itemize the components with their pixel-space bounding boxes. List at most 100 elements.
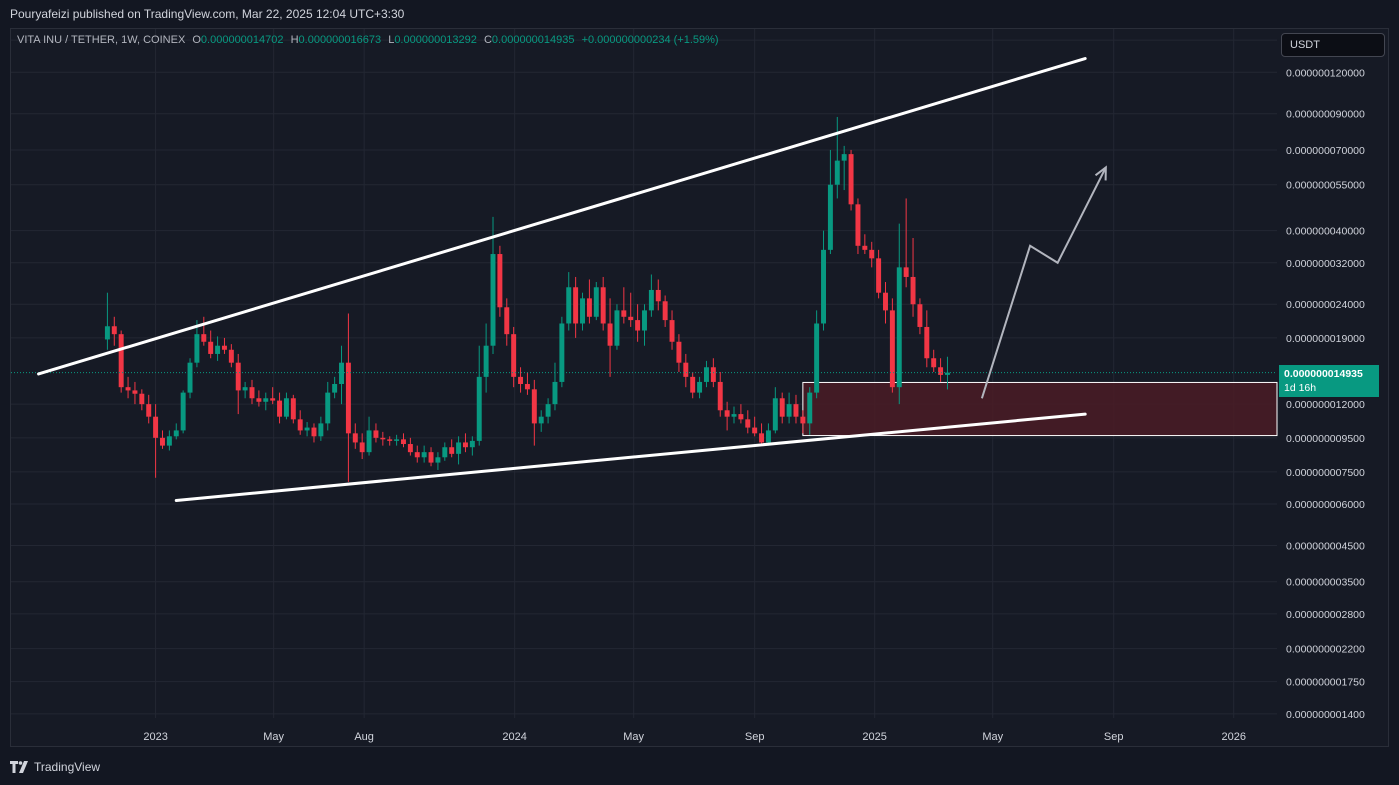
candle-body-20 xyxy=(242,387,248,391)
y-tick-label-9: 0.000000012000 xyxy=(1286,399,1365,411)
candle-body-80 xyxy=(655,289,661,302)
candle-body-42 xyxy=(394,439,400,441)
x-tick-label-9: 2026 xyxy=(1221,731,1245,743)
tradingview-logo-icon xyxy=(10,761,30,773)
x-tick-label-3: 2024 xyxy=(502,731,526,743)
candle-body-37 xyxy=(359,442,365,453)
candle-body-96 xyxy=(765,430,771,443)
candle-body-48 xyxy=(435,457,441,463)
candle-body-81 xyxy=(662,301,668,321)
candle-body-8 xyxy=(160,437,165,446)
x-tick-label-8: Sep xyxy=(1104,731,1124,743)
y-tick-label-12: 0.000000006000 xyxy=(1286,499,1365,511)
candle-body-56 xyxy=(490,254,496,346)
candle-body-109 xyxy=(855,204,861,246)
candle-body-49 xyxy=(442,447,448,458)
x-tick-label-0: 2023 xyxy=(143,731,167,743)
x-tick-label-7: May xyxy=(982,731,1003,743)
candle-body-32 xyxy=(325,392,331,424)
candle-body-122 xyxy=(944,372,950,375)
candle-body-62 xyxy=(531,389,537,424)
candle-body-117 xyxy=(910,276,916,305)
candle-body-95 xyxy=(759,433,765,443)
candle-body-41 xyxy=(387,439,393,441)
candle-body-100 xyxy=(793,404,799,417)
candle-body-50 xyxy=(449,447,455,454)
candle-body-66 xyxy=(559,323,565,382)
candle-body-114 xyxy=(889,310,895,388)
high-value: 0.000000016673 xyxy=(298,34,382,46)
candle-body-85 xyxy=(690,376,696,393)
candle-body-108 xyxy=(848,154,854,205)
candle-body-29 xyxy=(304,427,310,431)
candle-body-82 xyxy=(669,320,675,342)
candle-body-90 xyxy=(724,410,730,417)
candle-body-9 xyxy=(166,436,172,446)
candle-body-24 xyxy=(270,398,276,401)
x-tick-label-2: Aug xyxy=(354,731,374,743)
candle-body-69 xyxy=(580,298,585,324)
y-tick-label-15: 0.000000002800 xyxy=(1286,609,1365,621)
high-label: H xyxy=(290,34,299,46)
candle-body-89 xyxy=(717,381,723,411)
candle-body-15 xyxy=(208,341,214,354)
y-tick-label-4: 0.000000055000 xyxy=(1286,180,1365,192)
candle-body-77 xyxy=(635,320,641,331)
tradingview-brand[interactable]: TradingView xyxy=(10,760,100,774)
candle-body-12 xyxy=(187,362,193,393)
symbol-legend: VITA INU / TETHER, 1W, COINEX O0.0000000… xyxy=(17,34,719,46)
candle-body-63 xyxy=(538,416,544,424)
candle-body-87 xyxy=(703,367,709,382)
x-tick-label-4: May xyxy=(623,731,644,743)
candle-body-106 xyxy=(834,160,840,185)
candle-body-16 xyxy=(215,345,221,354)
candle-body-59 xyxy=(511,334,517,377)
currency-button[interactable]: USDT xyxy=(1281,33,1385,57)
published-by-text: Pouryafeizi published on TradingView.com… xyxy=(10,7,405,21)
candle-body-13 xyxy=(194,334,200,363)
candle-body-35 xyxy=(345,362,351,434)
candle-body-39 xyxy=(373,430,379,438)
candle-body-74 xyxy=(614,310,620,346)
y-tick-label-13: 0.000000004500 xyxy=(1286,541,1365,553)
y-tick-label-10: 0.000000009500 xyxy=(1286,433,1365,445)
y-tick-label-6: 0.000000032000 xyxy=(1286,258,1365,270)
candle-body-88 xyxy=(710,367,716,382)
candle-body-34 xyxy=(339,362,344,385)
y-tick-label-17: 0.000000001750 xyxy=(1286,677,1365,689)
candle-body-30 xyxy=(311,427,317,437)
brand-name: TradingView xyxy=(34,760,101,774)
candle-body-119 xyxy=(924,326,930,359)
candle-body-98 xyxy=(779,398,785,417)
candle-body-94 xyxy=(752,427,758,434)
candle-body-10 xyxy=(173,430,179,437)
y-tick-label-3: 0.000000070000 xyxy=(1286,145,1365,157)
lower-channel-line xyxy=(174,412,1087,502)
candle-body-43 xyxy=(401,439,406,445)
candle-body-120 xyxy=(931,358,937,368)
candle-body-36 xyxy=(352,433,358,443)
candle-body-60 xyxy=(518,376,524,385)
published-header-bar: Pouryafeizi published on TradingView.com… xyxy=(0,0,1399,28)
y-tick-label-18: 0.000000001400 xyxy=(1286,709,1365,721)
candle-body-22 xyxy=(256,398,262,402)
candle-body-101 xyxy=(800,416,806,424)
candle-body-78 xyxy=(642,310,647,331)
candle-body-55 xyxy=(483,345,489,377)
demand-zone xyxy=(802,381,1278,437)
candle-body-23 xyxy=(263,398,269,402)
candle-body-3 xyxy=(125,387,131,391)
y-tick-label-7: 0.000000024000 xyxy=(1286,299,1365,311)
y-tick-label-1: 0.000000120000 xyxy=(1286,67,1365,79)
candle-body-5 xyxy=(139,393,145,405)
candle-body-76 xyxy=(628,316,634,321)
candle-body-57 xyxy=(497,254,503,308)
candle-body-110 xyxy=(862,245,868,250)
low-label: L xyxy=(388,34,395,46)
candle-body-115 xyxy=(896,267,902,388)
y-tick-label-11: 0.000000007500 xyxy=(1286,467,1365,479)
candle-body-113 xyxy=(883,292,888,311)
open-value: 0.000000014702 xyxy=(200,34,284,46)
candle-body-25 xyxy=(277,400,283,417)
